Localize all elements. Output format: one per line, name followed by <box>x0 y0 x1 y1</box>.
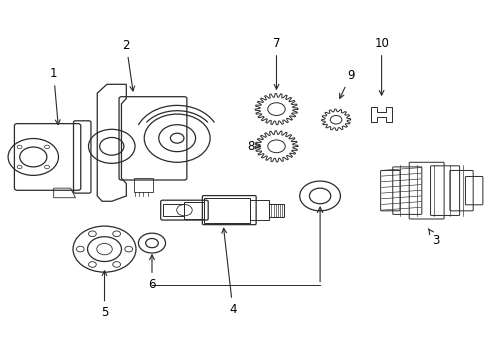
Text: 2: 2 <box>122 39 135 91</box>
Text: 10: 10 <box>374 37 389 95</box>
Text: 5: 5 <box>101 271 108 319</box>
Bar <box>250 200 269 220</box>
Text: 1: 1 <box>50 67 60 125</box>
Text: 4: 4 <box>222 228 237 316</box>
Bar <box>269 204 284 216</box>
Bar <box>134 178 153 192</box>
Bar <box>204 198 250 222</box>
Text: 7: 7 <box>273 37 280 89</box>
Text: 8: 8 <box>247 140 260 153</box>
Bar <box>184 202 204 219</box>
Text: 3: 3 <box>428 229 440 247</box>
Bar <box>163 204 184 216</box>
Text: 6: 6 <box>148 255 156 291</box>
Text: 9: 9 <box>340 69 354 98</box>
